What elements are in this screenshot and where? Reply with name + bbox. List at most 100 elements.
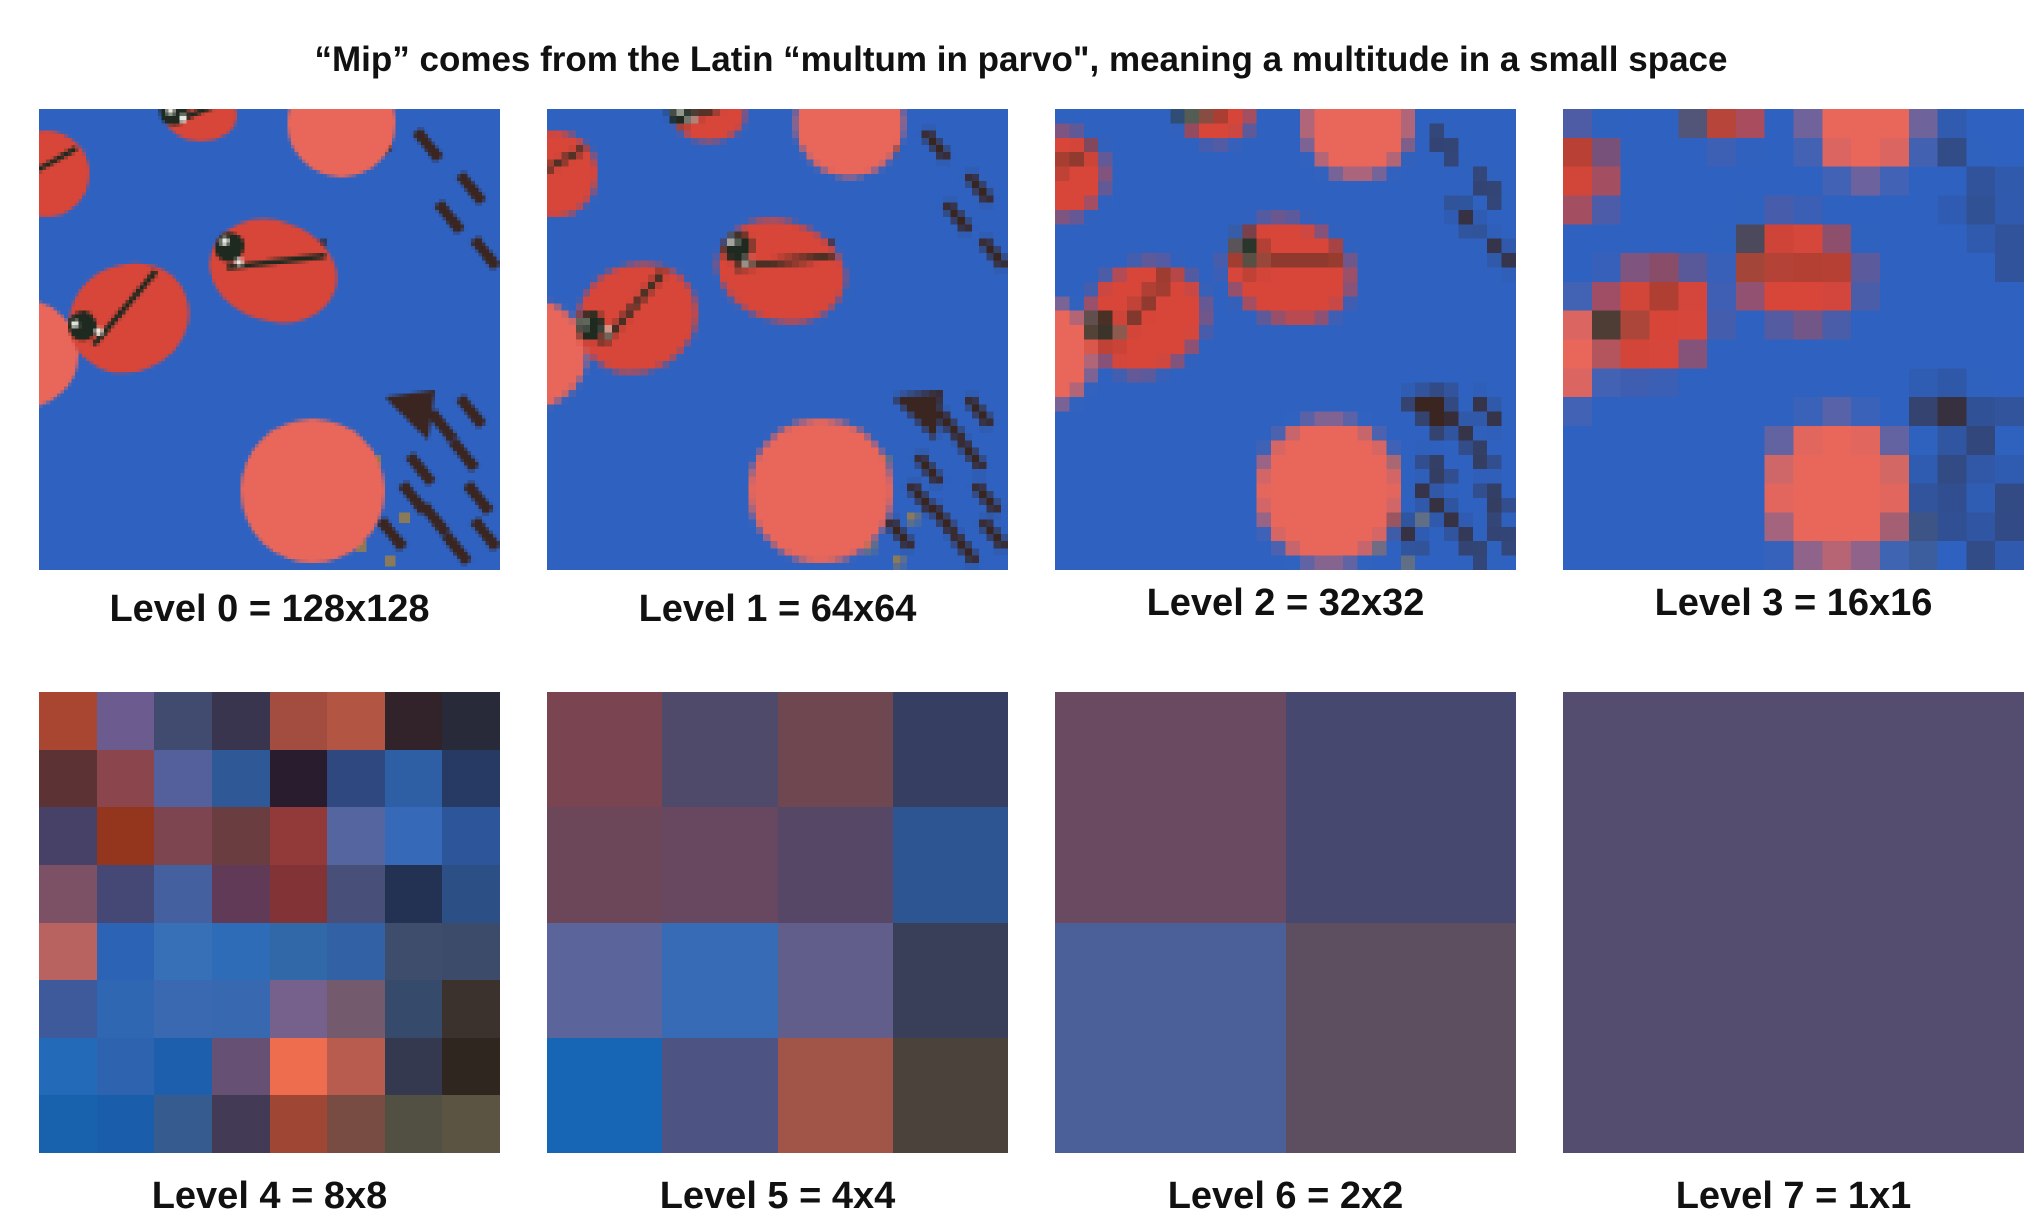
mip-texel	[154, 980, 212, 1038]
level-2-label: Level 2 = 32x32	[1146, 582, 1425, 624]
mip-canvas	[39, 109, 500, 570]
mip-level-6-image	[1055, 692, 1516, 1153]
mip-texel	[211, 1095, 270, 1153]
mip-texel	[327, 807, 385, 865]
mip-texel	[777, 922, 893, 1038]
level-6-label: Level 6 = 2x2	[1167, 1175, 1404, 1217]
mip-texel	[384, 749, 443, 808]
mip-texel	[39, 980, 97, 1038]
mip-texel	[39, 807, 97, 865]
mip-texel	[1055, 922, 1286, 1153]
mip-texel	[384, 1037, 443, 1096]
mip-texel	[547, 692, 663, 808]
mip-texel	[269, 1037, 328, 1096]
mip-texel	[442, 864, 500, 923]
mip-texel	[39, 749, 97, 808]
mip-texel	[1285, 922, 1516, 1153]
mip-texel	[547, 807, 663, 923]
mip-level-4-image	[39, 692, 500, 1153]
mip-texel	[211, 807, 270, 865]
mip-canvas	[1563, 109, 2024, 570]
mip-texel	[269, 864, 328, 923]
mip-texel	[662, 922, 778, 1038]
mip-texel	[662, 1037, 778, 1153]
mip-texel	[327, 692, 385, 750]
mip-texel	[327, 1037, 385, 1096]
mip-texel	[39, 1037, 97, 1096]
mip-texel	[269, 692, 328, 750]
level-3-label: Level 3 = 16x16	[1654, 582, 1933, 624]
mip-texel	[547, 1037, 663, 1153]
mip-texel	[39, 692, 97, 750]
mip-texel	[211, 1037, 270, 1096]
mip-texel	[211, 922, 270, 981]
mip-texel	[211, 980, 270, 1038]
mip-texel	[96, 864, 155, 923]
mip-texel	[269, 980, 328, 1038]
mip-texel	[327, 922, 385, 981]
mip-texel	[662, 807, 778, 923]
mip-texel	[154, 807, 212, 865]
mip-texel	[892, 807, 1008, 923]
mip-texel	[96, 980, 155, 1038]
mip-canvas	[547, 109, 1008, 570]
mip-texel	[269, 1095, 328, 1153]
mip-texel	[269, 807, 328, 865]
mip-texel	[154, 1037, 212, 1096]
mip-texel	[442, 922, 500, 981]
mip-level-1-image	[547, 109, 1008, 570]
mip-texel	[96, 1095, 155, 1153]
mip-texel	[384, 692, 443, 750]
mip-texel	[96, 807, 155, 865]
level-0-label: Level 0 = 128x128	[109, 588, 430, 630]
mip-texel	[39, 864, 97, 923]
mip-texel	[96, 749, 155, 808]
level-7-label: Level 7 = 1x1	[1675, 1175, 1912, 1217]
mip-texel	[154, 749, 212, 808]
mip-texel	[777, 1037, 893, 1153]
mip-texel	[442, 749, 500, 808]
mip-texel	[1055, 692, 1286, 923]
mip-texel	[662, 692, 778, 808]
mip-texel	[442, 807, 500, 865]
mip-texel	[211, 864, 270, 923]
page-title: “Mip” comes from the Latin “multum in pa…	[314, 40, 1728, 79]
mip-level-5-image	[547, 692, 1008, 1153]
mip-texel	[96, 922, 155, 981]
mip-texel	[211, 692, 270, 750]
mip-texel	[892, 1037, 1008, 1153]
mip-texel	[777, 692, 893, 808]
mip-texel	[442, 692, 500, 750]
mip-texel	[154, 922, 212, 981]
mip-texel	[96, 1037, 155, 1096]
level-1-label: Level 1 = 64x64	[638, 588, 917, 630]
mip-texel	[327, 980, 385, 1038]
level-4-label: Level 4 = 8x8	[151, 1175, 388, 1217]
mip-texel	[327, 1095, 385, 1153]
mip-texel	[442, 1037, 500, 1096]
mip-level-3-image	[1563, 109, 2024, 570]
mip-texel	[39, 1095, 97, 1153]
mip-texel	[442, 1095, 500, 1153]
mip-texel	[892, 922, 1008, 1038]
mip-texel	[211, 749, 270, 808]
mip-texel	[154, 1095, 212, 1153]
mip-texel	[154, 692, 212, 750]
mip-texel	[384, 807, 443, 865]
mip-texel	[39, 922, 97, 981]
mip-texel	[777, 807, 893, 923]
mip-level-7-image	[1563, 692, 2024, 1153]
mip-texel	[384, 1095, 443, 1153]
mip-texel	[1285, 692, 1516, 923]
mip-canvas	[1055, 109, 1516, 570]
mip-texel	[327, 749, 385, 808]
mip-texel	[384, 864, 443, 923]
mip-texel	[1563, 692, 2024, 1153]
mip-texel	[327, 864, 385, 923]
mip-texel	[384, 980, 443, 1038]
mip-texel	[547, 922, 663, 1038]
mip-texel	[442, 980, 500, 1038]
mip-texel	[154, 864, 212, 923]
mip-level-0-image	[39, 109, 500, 570]
mip-texel	[96, 692, 155, 750]
